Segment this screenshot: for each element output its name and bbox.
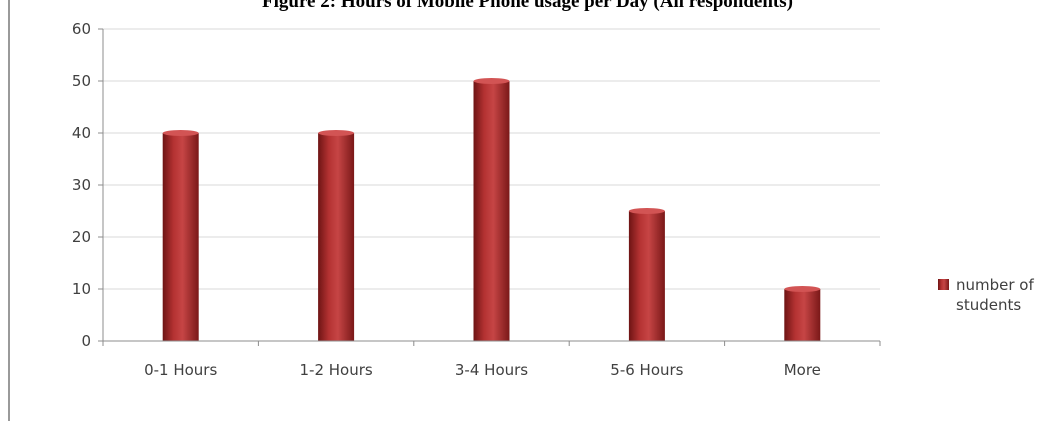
bar-1-2-hours (318, 130, 355, 341)
bar-top-cap (162, 130, 199, 136)
y-tick-label: 10 (72, 280, 91, 298)
bar-top-cap (473, 78, 510, 84)
legend-swatch (938, 279, 949, 290)
chart-title: Figure 2: Hours of Mobile Phone usage pe… (262, 0, 793, 12)
x-tick-label: 0-1 Hours (144, 361, 217, 379)
x-tick-label: 1-2 Hours (299, 361, 372, 379)
frame-left-border (8, 0, 10, 421)
bar (784, 289, 821, 341)
bar-5-6-hours (628, 208, 665, 341)
x-tick-label: 3-4 Hours (455, 361, 528, 379)
bar (628, 211, 665, 341)
y-tick-label: 20 (72, 228, 91, 246)
bar-top-cap (784, 286, 821, 292)
bar-0-1-hours (162, 130, 199, 341)
legend-label: number of students (956, 276, 1039, 314)
x-tick-label: 5-6 Hours (610, 361, 683, 379)
y-tick-label: 0 (81, 332, 91, 350)
bars-layer (162, 78, 821, 341)
y-tick-label: 60 (72, 20, 91, 38)
bar-top-cap (318, 130, 355, 136)
bar (318, 133, 355, 341)
legend: number of students (938, 276, 1039, 314)
bar-more (784, 286, 821, 341)
bar (473, 81, 510, 341)
bar (162, 133, 199, 341)
axis-layer: 0 10 20 30 40 50 60 0-1 Hours 1-2 Hours 3-4 Hours… (72, 20, 881, 379)
y-tick-label: 30 (72, 176, 91, 194)
y-tick-label: 40 (72, 124, 91, 142)
x-tick-label: More (784, 361, 821, 379)
bar-3-4-hours (473, 78, 510, 341)
bar-top-cap (628, 208, 665, 214)
y-tick-label: 50 (72, 72, 91, 90)
